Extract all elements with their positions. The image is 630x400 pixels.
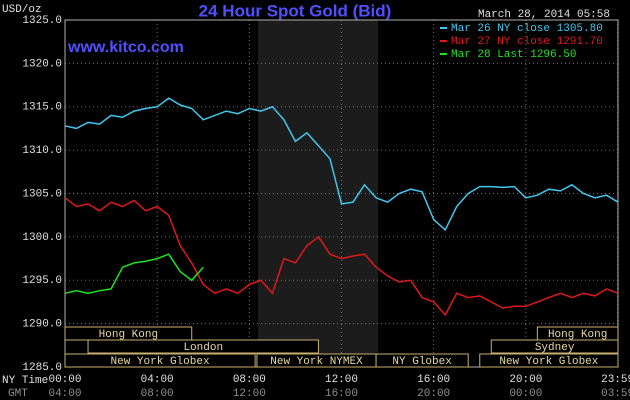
x-tick-label: 12:00 xyxy=(325,374,358,386)
x-tick-label: 20:00 xyxy=(509,374,542,386)
session-label: Hong Kong xyxy=(548,329,607,341)
price-line xyxy=(64,253,204,295)
price-line xyxy=(64,197,619,317)
session-label: New York Globex xyxy=(499,356,598,368)
y-tick-label: 1290.0 xyxy=(22,319,62,331)
session-bar xyxy=(87,339,319,354)
session-label: New York Globex xyxy=(111,356,210,368)
session-label: Sydney xyxy=(535,342,575,354)
gmt-tick-label: 00:00 xyxy=(509,388,542,400)
website: www.kitco.com xyxy=(67,39,184,56)
session-bar xyxy=(64,353,256,368)
gmt-tick-label: 20:00 xyxy=(417,388,450,400)
y-tick-label: 1315.0 xyxy=(22,102,62,114)
y-tick-label: 1295.0 xyxy=(22,275,62,287)
session-label: New York NYMEX xyxy=(270,356,363,368)
gmt-tick-label: 12:00 xyxy=(233,388,266,400)
gmt-tick-label: 16:00 xyxy=(325,388,358,400)
y-tick-label: 1310.0 xyxy=(22,145,62,157)
x-tick-label: 04:00 xyxy=(141,374,174,386)
session-bar xyxy=(479,353,619,368)
y-axis-unit: USD/oz xyxy=(2,4,42,16)
y-tick-label: 1300.0 xyxy=(22,232,62,244)
session-bar xyxy=(375,353,469,368)
legend-label: Mar 26 NY close 1305.80 xyxy=(451,23,603,35)
gmt-tick-label: 03:59 xyxy=(601,388,630,400)
x-tick-label: 23:59 xyxy=(601,374,630,386)
price-line xyxy=(64,97,619,232)
session-label: NY Globex xyxy=(392,356,452,368)
session-label: Hong Kong xyxy=(99,329,158,341)
x-tick-label: 08:00 xyxy=(233,374,266,386)
ny-time-label: NY Time xyxy=(2,375,48,387)
session-label: London xyxy=(183,342,223,354)
y-tick-label: 1285.0 xyxy=(22,362,62,374)
y-tick-label: 1305.0 xyxy=(22,188,62,200)
x-tick-label: 16:00 xyxy=(417,374,450,386)
session-bar xyxy=(490,339,619,354)
gmt-label: GMT xyxy=(8,388,28,400)
y-tick-label: 1325.0 xyxy=(22,15,62,27)
chart-title: 24 Hour Spot Gold (Bid) xyxy=(199,1,392,20)
legend-label: Mar 27 NY close 1291.70 xyxy=(451,36,603,48)
timestamp: March 28, 2014 05:58 xyxy=(478,9,610,21)
x-tick-label: 00:00 xyxy=(48,374,81,386)
legend-label: Mar 28 Last 1296.50 xyxy=(451,49,576,61)
y-tick-label: 1320.0 xyxy=(22,58,62,70)
gmt-tick-label: 08:00 xyxy=(141,388,174,400)
gmt-tick-label: 04:00 xyxy=(48,388,81,400)
